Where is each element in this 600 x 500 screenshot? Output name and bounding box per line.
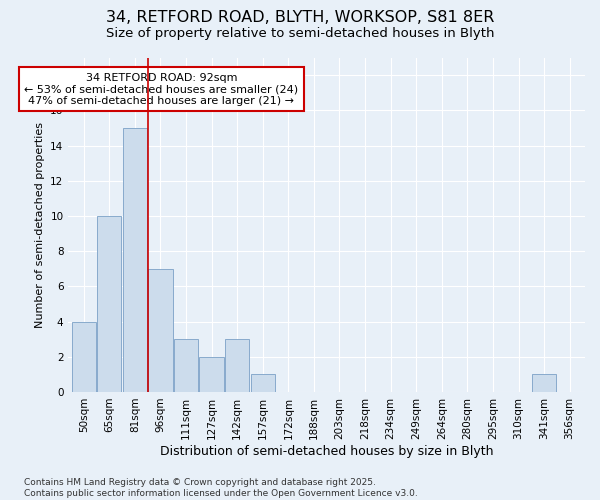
Text: 34 RETFORD ROAD: 92sqm
← 53% of semi-detached houses are smaller (24)
47% of sem: 34 RETFORD ROAD: 92sqm ← 53% of semi-det… (24, 72, 298, 106)
Bar (148, 268, 173, 392)
Bar (97, 216, 121, 392)
Text: 34, RETFORD ROAD, BLYTH, WORKSOP, S81 8ER: 34, RETFORD ROAD, BLYTH, WORKSOP, S81 8E… (106, 10, 494, 25)
X-axis label: Distribution of semi-detached houses by size in Blyth: Distribution of semi-detached houses by … (160, 444, 493, 458)
Bar (71, 322, 96, 392)
Bar (251, 374, 275, 392)
Bar (123, 128, 147, 392)
Bar (199, 357, 224, 392)
Y-axis label: Number of semi-detached properties: Number of semi-detached properties (35, 122, 44, 328)
Bar (225, 339, 250, 392)
Bar (174, 339, 198, 392)
Text: Size of property relative to semi-detached houses in Blyth: Size of property relative to semi-detach… (106, 28, 494, 40)
Text: Contains HM Land Registry data © Crown copyright and database right 2025.
Contai: Contains HM Land Registry data © Crown c… (24, 478, 418, 498)
Bar (532, 374, 556, 392)
